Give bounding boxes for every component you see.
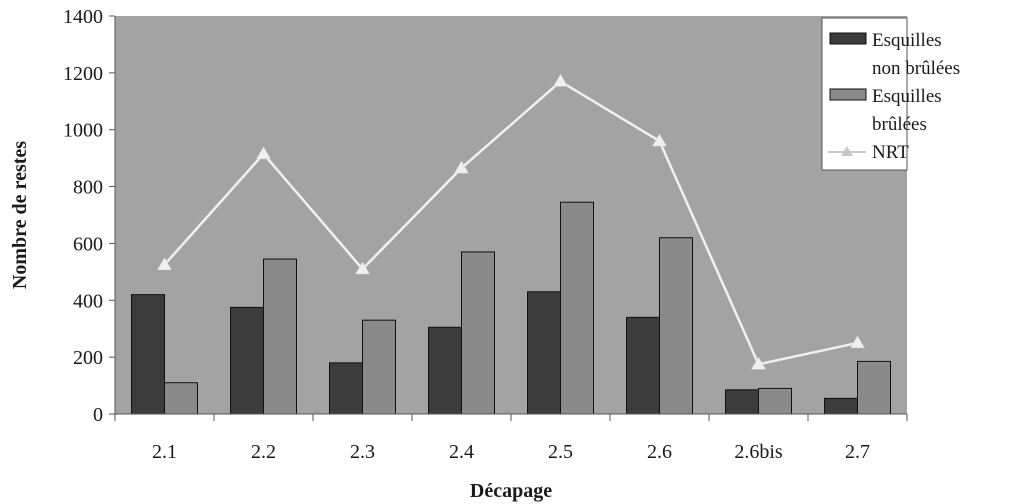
x-tick-label: 2.7 (845, 441, 870, 463)
bar-series2-2.7 (857, 360, 891, 415)
legend-label: Esquilles (872, 30, 942, 51)
y-axis-title: Nombre de restes (9, 141, 31, 289)
nrt-marker-2.2 (256, 146, 271, 160)
x-axis: 2.1 2.2 2.3 2.4 2.5 2.6 2.6bis 2.7 (114, 414, 908, 463)
nrt-line (163, 79, 858, 366)
bar-series2-2.1 (164, 382, 198, 415)
x-tick-label: 2.1 (152, 441, 177, 463)
bar-series1-2.3 (329, 362, 363, 415)
x-tick-label: 2.4 (449, 441, 474, 463)
nrt-line-layer (157, 73, 865, 370)
bar-series1-2.6 (626, 316, 660, 415)
bar-series1-2.7 (824, 397, 858, 415)
legend-swatch (829, 32, 867, 45)
y-tick-label: 1200 (63, 63, 103, 85)
nrt-marker-2.6 (652, 133, 667, 147)
nrt-marker-2.7 (850, 335, 865, 349)
y-tick-label: 1400 (63, 6, 103, 28)
bar-series2-2.2 (263, 258, 297, 415)
x-tick-label: 2.5 (548, 441, 573, 463)
legend-swatch (829, 88, 867, 101)
legend: Esquilles non brûlées Esquilles brûlées NRT (821, 17, 960, 171)
bar-series1-2.4 (428, 326, 462, 415)
y-tick-label: 400 (73, 290, 103, 312)
y-tick-label: 800 (73, 177, 103, 199)
x-tick-label: 2.2 (251, 441, 276, 463)
bar-series2-2.3 (362, 319, 396, 415)
nrt-marker-2.3 (355, 261, 370, 275)
legend-marker (841, 146, 853, 156)
bar-series2-2.6bis (758, 387, 792, 415)
x-tick-label: 2.6 (647, 441, 672, 463)
bar-series1-2.1 (131, 294, 165, 415)
bar-series1-2.5 (527, 291, 561, 415)
nrt-marker-2.1 (157, 257, 172, 270)
nrt-marker-2.6bis (751, 356, 766, 370)
legend-label: non brûlées (872, 58, 960, 79)
bars-layer (131, 201, 891, 415)
x-axis-title: Décapage (470, 480, 552, 502)
nrt-marker-2.4 (454, 160, 469, 174)
bar-series1-2.6bis (725, 389, 759, 415)
bar-series1-2.2 (230, 306, 264, 415)
legend-label: brûlées (872, 114, 927, 135)
legend-label: Esquilles (872, 86, 942, 107)
y-tick-label: 200 (73, 347, 103, 369)
bar-series2-2.4 (461, 251, 495, 415)
y-tick-label: 0 (93, 404, 103, 426)
x-tick-label: 2.3 (350, 441, 375, 463)
legend-label: NRT (872, 142, 909, 163)
nrt-marker-2.5 (553, 73, 568, 87)
y-tick-label: 1000 (63, 120, 103, 142)
y-tick-label: 600 (73, 233, 103, 255)
bar-series2-2.6 (659, 237, 693, 415)
bar-series2-2.5 (560, 201, 594, 415)
x-tick-label: 2.6bis (734, 441, 783, 463)
y-axis: 0 200 400 600 800 1000 1200 1400 (63, 6, 116, 426)
